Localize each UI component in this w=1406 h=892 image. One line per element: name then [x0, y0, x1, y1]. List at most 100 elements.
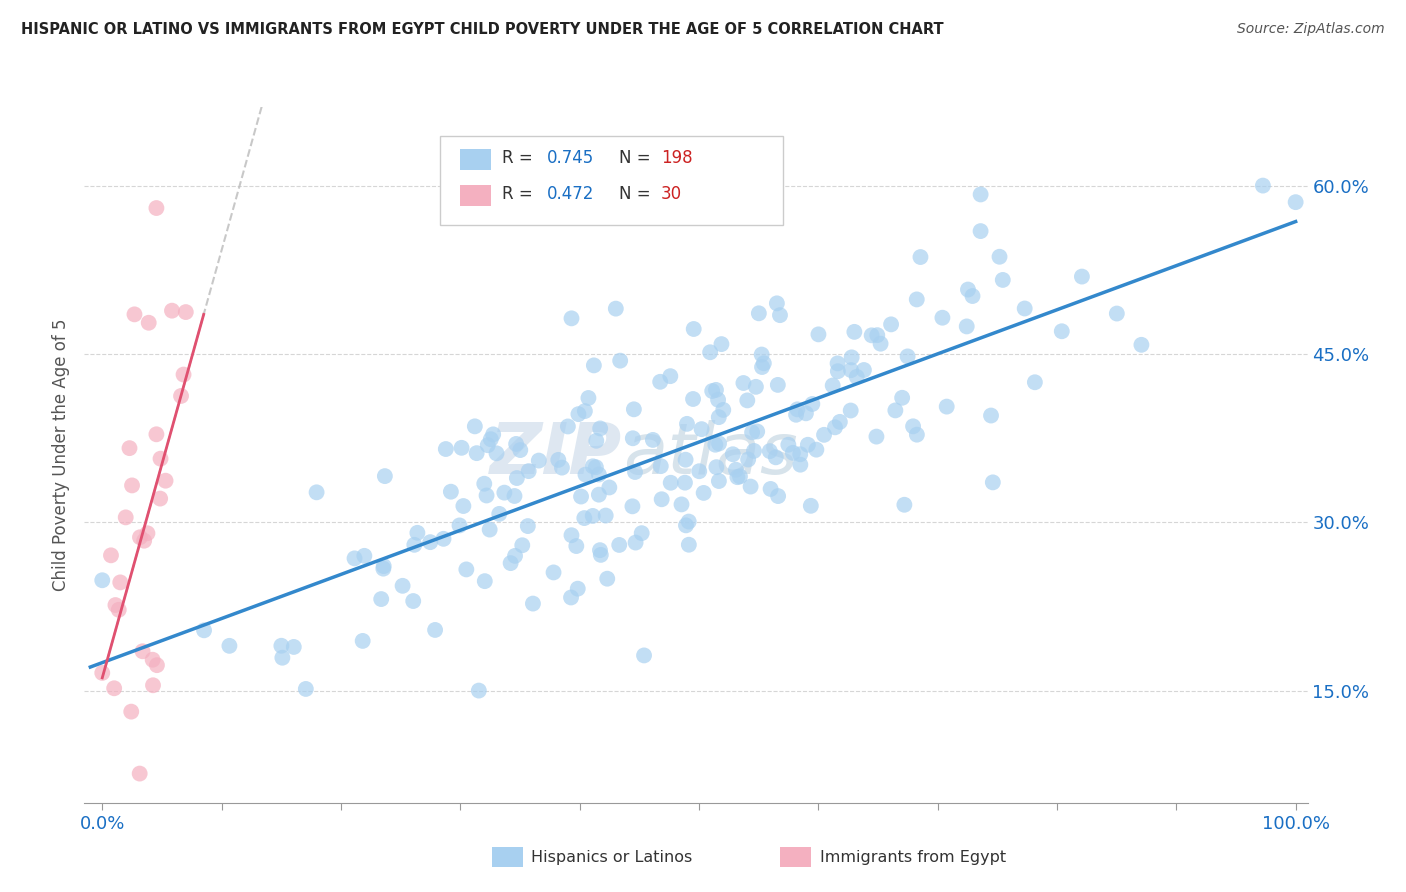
- Point: [503, 489, 526, 503]
- Point: [751, 347, 773, 361]
- Point: [621, 431, 644, 445]
- Point: [962, 289, 984, 303]
- Point: [1105, 307, 1128, 321]
- Point: [786, 402, 808, 417]
- Point: [956, 319, 979, 334]
- Point: [824, 420, 846, 434]
- Point: [373, 561, 395, 575]
- Point: [839, 363, 862, 377]
- Text: R =: R =: [502, 185, 538, 202]
- Point: [707, 474, 730, 488]
- Point: [813, 427, 835, 442]
- Point: [682, 392, 704, 406]
- Point: [740, 479, 762, 493]
- Point: [765, 450, 787, 465]
- Text: HISPANIC OR LATINO VS IMMIGRANTS FROM EGYPT CHILD POVERTY UNDER THE AGE OF 5 COR: HISPANIC OR LATINO VS IMMIGRANTS FROM EG…: [21, 22, 943, 37]
- Point: [506, 471, 529, 485]
- Point: [100, 549, 122, 563]
- Point: [675, 452, 697, 467]
- Point: [624, 465, 647, 479]
- Point: [128, 766, 150, 780]
- Point: [173, 368, 195, 382]
- Point: [547, 453, 569, 467]
- Point: [880, 318, 903, 332]
- Point: [865, 429, 887, 443]
- Point: [742, 444, 765, 458]
- Point: [704, 383, 727, 397]
- Point: [741, 425, 763, 440]
- Point: [707, 436, 730, 450]
- Point: [1251, 178, 1274, 193]
- Point: [852, 363, 875, 377]
- Point: [598, 480, 620, 494]
- Point: [419, 535, 441, 549]
- Text: ZIP: ZIP: [491, 420, 623, 490]
- Point: [981, 475, 1004, 490]
- Point: [737, 393, 759, 408]
- Point: [866, 328, 889, 343]
- Point: [305, 485, 328, 500]
- Point: [869, 336, 891, 351]
- Point: [651, 492, 673, 507]
- Point: [650, 459, 672, 474]
- Point: [707, 392, 730, 407]
- Point: [905, 293, 928, 307]
- Point: [155, 474, 177, 488]
- Point: [527, 453, 550, 467]
- Point: [91, 665, 114, 680]
- Point: [104, 598, 127, 612]
- Point: [477, 438, 499, 452]
- Point: [456, 562, 478, 576]
- Point: [271, 650, 294, 665]
- Point: [782, 446, 804, 460]
- Point: [671, 497, 693, 511]
- Point: [624, 535, 647, 549]
- Point: [482, 427, 505, 442]
- Point: [1024, 376, 1046, 390]
- Point: [991, 273, 1014, 287]
- Point: [641, 433, 664, 447]
- Point: [659, 475, 682, 490]
- Point: [678, 515, 700, 529]
- Point: [844, 325, 866, 339]
- Point: [510, 538, 533, 552]
- Point: [149, 451, 172, 466]
- Point: [560, 528, 582, 542]
- Point: [145, 201, 167, 215]
- Point: [343, 551, 366, 566]
- Point: [969, 187, 991, 202]
- Point: [474, 574, 496, 589]
- Point: [449, 518, 471, 533]
- Point: [659, 369, 682, 384]
- Point: [582, 459, 605, 474]
- Point: [585, 460, 607, 475]
- Point: [956, 283, 979, 297]
- Point: [595, 508, 617, 523]
- Point: [472, 476, 495, 491]
- Point: [107, 603, 129, 617]
- Point: [468, 683, 491, 698]
- Point: [969, 224, 991, 238]
- Point: [488, 507, 510, 521]
- Point: [699, 345, 721, 359]
- Point: [121, 478, 143, 492]
- Point: [609, 353, 631, 368]
- Point: [633, 648, 655, 663]
- Point: [827, 356, 849, 370]
- Point: [1050, 324, 1073, 338]
- Point: [707, 410, 730, 425]
- Point: [752, 356, 775, 370]
- Point: [893, 498, 915, 512]
- Point: [557, 419, 579, 434]
- Point: [218, 639, 240, 653]
- Point: [565, 539, 588, 553]
- Point: [897, 350, 920, 364]
- Point: [560, 311, 582, 326]
- Point: [891, 391, 914, 405]
- Point: [588, 467, 610, 482]
- Point: [706, 460, 728, 475]
- Point: [434, 442, 457, 456]
- Point: [724, 463, 747, 477]
- Point: [142, 678, 165, 692]
- Point: [353, 549, 375, 563]
